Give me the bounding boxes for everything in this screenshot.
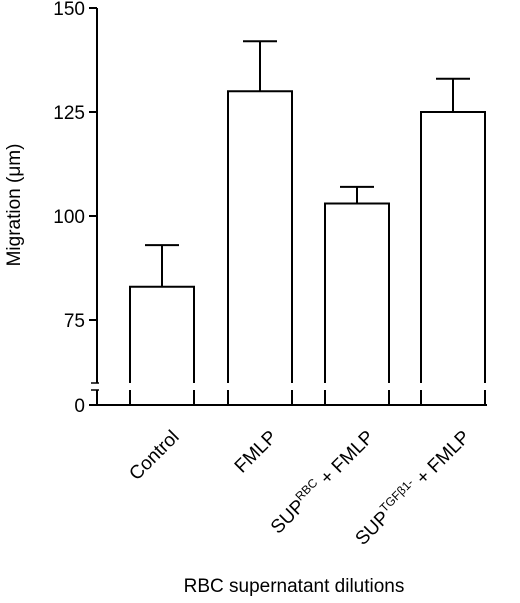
x-tick-label-1: Control [125, 427, 183, 485]
y-tick-label-150: 150 [53, 0, 85, 20]
y-axis-title: Migration (μm) [4, 144, 25, 267]
y-tick-label-125: 125 [53, 103, 85, 124]
x-tick-label-3: SUPRBC + FMLP [265, 425, 379, 539]
y-tick-label-75: 75 [64, 311, 85, 332]
x-axis-title: RBC supernatant dilutions [184, 576, 405, 597]
x-tick-label-2: FMLP [231, 427, 282, 478]
y-tick-label-0: 0 [74, 396, 85, 417]
y-tick-label-100: 100 [53, 207, 85, 228]
